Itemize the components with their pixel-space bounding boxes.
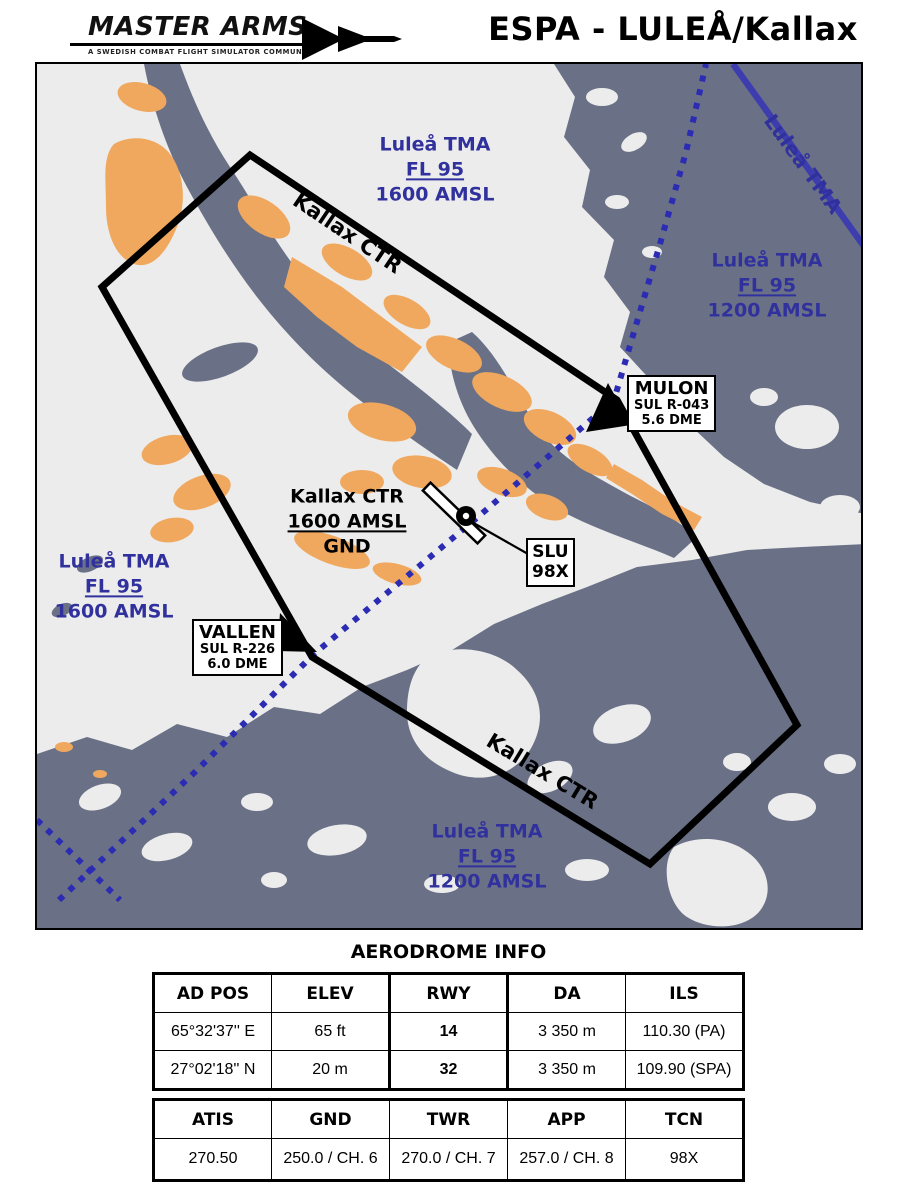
page-title: ESPA - LULEÅ/Kallax — [488, 10, 858, 48]
lake — [51, 602, 73, 618]
table-row: 270.50 250.0 / CH. 6 270.0 / CH. 7 257.0… — [153, 1138, 744, 1181]
tma-name: Luleå TMA — [379, 133, 491, 156]
logo-subtitle: A SWEDISH COMBAT FLIGHT SIMULATOR COMMUN… — [88, 48, 317, 56]
gnd-value: 250.0 / CH. 6 — [271, 1138, 390, 1181]
ctr-floor: GND — [323, 535, 371, 558]
tma-sector-dotted-line — [37, 817, 123, 903]
col-header-ils: ILS — [625, 973, 744, 1013]
col-header-gnd: GND — [271, 1099, 390, 1139]
lake — [76, 555, 104, 573]
col-header-tcn: TCN — [625, 1099, 744, 1139]
atis-value: 270.50 — [153, 1138, 272, 1181]
tma-floor: 1200 AMSL — [707, 299, 827, 322]
col-header-atis: ATIS — [153, 1099, 272, 1139]
tma-label-ne: Luleå TMA FL 95 1200 AMSL — [708, 248, 827, 323]
col-header-ad-pos: AD POS — [153, 973, 272, 1013]
navaid-box-slu: SLU 98X — [526, 538, 575, 587]
col-header-twr: TWR — [389, 1099, 508, 1139]
ctr-name: Kallax CTR — [290, 485, 404, 508]
ad-pos-value: 27°02'18'' N — [153, 1050, 272, 1090]
tma-fl: FL 95 — [84, 575, 144, 598]
slu-connector-line — [469, 520, 529, 555]
tma-floor: 1200 AMSL — [427, 870, 547, 893]
tma-boundary-line — [730, 64, 861, 248]
table-header-row: AD POS ELEV RWY DA ILS — [153, 973, 744, 1013]
elev-value: 65 ft — [271, 1012, 390, 1051]
tma-name: Luleå TMA — [711, 249, 823, 272]
tma-floor: 1600 AMSL — [375, 183, 495, 206]
waypoint-name: MULON — [634, 378, 709, 399]
jet-icon — [302, 18, 402, 60]
table-row: 27°02'18'' N 20 m 32 3 350 m 109.90 (SPA… — [153, 1050, 744, 1090]
tma-floor: 1600 AMSL — [54, 600, 174, 623]
da-value: 3 350 m — [507, 1012, 626, 1051]
map-canvas — [37, 64, 861, 928]
vallen-triangle-marker — [277, 613, 317, 652]
waypoint-box-mulon: MULON SUL R-043 5.6 DME — [627, 375, 717, 433]
tma-label-bottom: Luleå TMA FL 95 1200 AMSL — [428, 819, 547, 894]
mulon-triangle-marker — [586, 383, 631, 432]
waypoint-box-vallen: VALLEN SUL R-226 6.0 DME — [192, 619, 283, 677]
river-lulea — [144, 64, 472, 470]
tma-label-left: Luleå TMA FL 95 1600 AMSL — [55, 549, 174, 624]
ils-value: 110.30 (PA) — [625, 1012, 744, 1051]
waypoint-name: VALLEN — [199, 622, 276, 643]
urban-areas — [55, 82, 702, 778]
twr-value: 270.0 / CH. 7 — [389, 1138, 508, 1181]
tma-label-top: Luleå TMA FL 95 1600 AMSL — [376, 132, 495, 207]
da-value: 3 350 m — [507, 1050, 626, 1090]
app-value: 257.0 / CH. 8 — [507, 1138, 626, 1181]
navaid-channel: 98X — [532, 562, 569, 583]
master-arms-logo: MASTER ARMS A SWEDISH COMBAT FLIGHT SIMU… — [70, 6, 402, 60]
tma-name: Luleå TMA — [58, 550, 170, 573]
aerodrome-chart-map: Luleå TMA FL 95 1600 AMSL Luleå TMA FL 9… — [35, 62, 863, 930]
tma-fl: FL 95 — [737, 274, 797, 297]
tcn-value: 98X — [625, 1138, 744, 1181]
col-header-rwy: RWY — [388, 973, 509, 1013]
ad-pos-value: 65°32'37'' E — [153, 1012, 272, 1051]
islands — [78, 88, 860, 927]
waypoint-radial: SUL R-043 — [634, 398, 710, 414]
lake — [182, 342, 258, 382]
table-row: 65°32'37'' E 65 ft 14 3 350 m 110.30 (PA… — [153, 1012, 744, 1051]
tma-fl: FL 95 — [405, 158, 465, 181]
navaid-id: SLU — [532, 542, 569, 562]
aerodrome-info-table: AD POS ELEV RWY DA ILS 65°32'37'' E 65 f… — [152, 972, 745, 1091]
runway-symbol — [421, 480, 487, 546]
waypoint-radial: SUL R-226 — [199, 642, 276, 658]
col-header-app: APP — [507, 1099, 626, 1139]
elev-value: 20 m — [271, 1050, 390, 1090]
rwy-value: 14 — [388, 1012, 509, 1051]
waypoint-dme: 6.0 DME — [207, 656, 268, 672]
logo-underline — [70, 43, 314, 46]
frequencies-table: ATIS GND TWR APP TCN 270.50 250.0 / CH. … — [152, 1098, 745, 1182]
logo-title: MASTER ARMS — [88, 12, 308, 42]
aerodrome-info-title: AERODROME INFO — [350, 941, 547, 963]
table-header-row: ATIS GND TWR APP TCN — [153, 1099, 744, 1139]
ctr-ceiling: 1600 AMSL — [287, 510, 407, 533]
ctr-center-label: Kallax CTR 1600 AMSL GND — [288, 484, 407, 559]
tma-name: Luleå TMA — [431, 820, 543, 843]
waypoint-dme: 5.6 DME — [641, 412, 702, 428]
tma-fl: FL 95 — [457, 845, 517, 868]
col-header-elev: ELEV — [271, 973, 390, 1013]
ils-value: 109.90 (SPA) — [625, 1050, 744, 1090]
rwy-value: 32 — [388, 1050, 509, 1090]
water-ne — [554, 64, 861, 514]
col-header-da: DA — [507, 973, 626, 1013]
